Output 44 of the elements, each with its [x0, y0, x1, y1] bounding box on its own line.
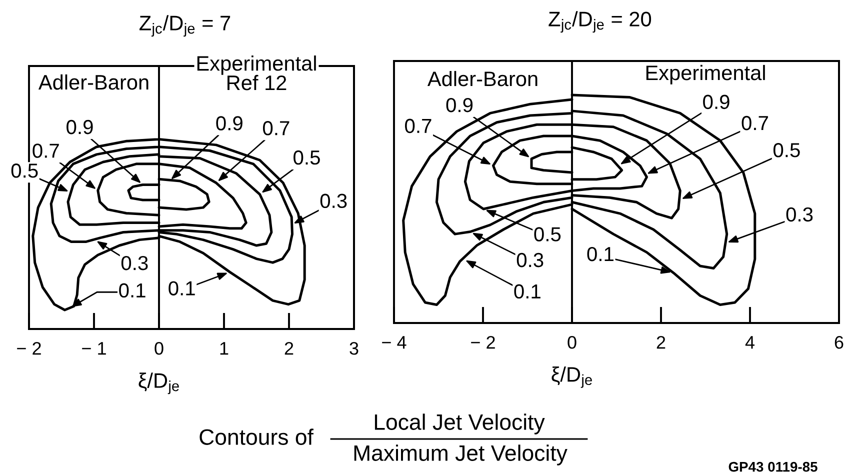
annotation: 0.9 — [446, 98, 473, 112]
x-tick-label: − 1 — [82, 342, 106, 355]
annotation: 0.1 — [514, 284, 540, 299]
chart-title: Z$_{jc}$/D$_{je}$ = 7 — [140, 15, 230, 37]
x-tick-label: 2 — [284, 342, 294, 355]
annotation: 0.1 — [587, 246, 614, 262]
text: Local Jet Velocity — [374, 414, 545, 434]
annotation: 0.3 — [320, 194, 347, 208]
x-tick-label: 0 — [568, 336, 576, 349]
text: Experimental — [646, 64, 765, 84]
chart-title: Z$_{jc}$/D$_{je}$ = 20 — [548, 11, 652, 33]
x-tick-label: 4 — [745, 336, 754, 349]
x-tick-label: 1 — [220, 342, 228, 355]
text: Maximum Jet Velocity — [354, 444, 568, 466]
x-tick-label: 3 — [350, 342, 358, 355]
x-tick-label: 6 — [834, 336, 844, 349]
annotation: 0.1 — [119, 283, 146, 298]
annotation: 0.9 — [703, 94, 730, 110]
text: Experimental Ref 12 — [197, 55, 316, 90]
x-axis-title: ξ/D$_{je}$ — [552, 366, 592, 388]
text: GP43 0119-85 — [728, 462, 818, 472]
x-tick-label: 2 — [656, 336, 666, 349]
annotation: 0.7 — [262, 121, 290, 136]
text: Adler-Baron — [427, 70, 538, 86]
annotation: 0.9 — [66, 120, 93, 134]
annotation: 0.7 — [742, 116, 768, 130]
annotation: 0.7 — [32, 144, 59, 158]
annotation: 0.9 — [216, 116, 242, 130]
annotation: 0.3 — [516, 252, 544, 268]
annotation: 0.3 — [786, 207, 813, 222]
x-tick-label: − 4 — [382, 336, 406, 349]
annotation: 0.3 — [121, 256, 148, 270]
annotation: 0.5 — [11, 164, 38, 178]
text: Adler-Baron — [38, 74, 148, 90]
x-tick-label: − 2 — [471, 336, 495, 349]
x-axis-title: ξ/D$_{je}$ — [138, 372, 179, 394]
annotation: 0.5 — [294, 150, 320, 165]
text: Contours of — [200, 428, 314, 445]
annotation: 0.5 — [534, 227, 561, 242]
x-tick-label: − 2 — [17, 342, 41, 355]
annotation: 0.1 — [168, 281, 195, 296]
annotation: 0.5 — [773, 143, 800, 158]
x-tick-label: 0 — [154, 342, 164, 355]
annotation: 0.7 — [405, 118, 432, 134]
